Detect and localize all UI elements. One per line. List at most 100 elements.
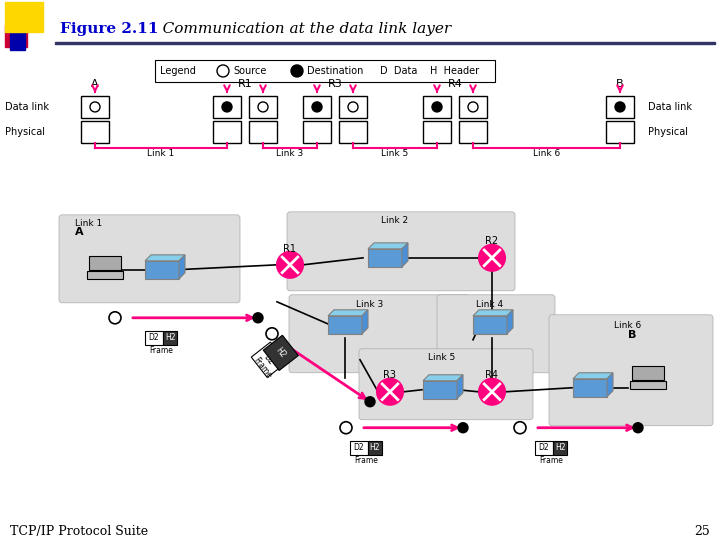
Bar xyxy=(350,441,368,455)
Text: Data link: Data link xyxy=(5,102,49,112)
Circle shape xyxy=(291,65,303,77)
Bar xyxy=(303,121,331,143)
Polygon shape xyxy=(573,379,607,397)
Text: H2: H2 xyxy=(274,346,287,360)
Text: D2: D2 xyxy=(354,443,364,452)
Polygon shape xyxy=(145,261,179,279)
Text: H2: H2 xyxy=(370,443,380,452)
Bar xyxy=(10,10,25,50)
FancyBboxPatch shape xyxy=(5,25,27,47)
Text: Frame: Frame xyxy=(252,355,274,380)
Text: R2: R2 xyxy=(485,236,498,246)
Text: Source: Source xyxy=(233,66,266,76)
Polygon shape xyxy=(328,316,362,334)
Text: H2: H2 xyxy=(554,443,565,452)
Polygon shape xyxy=(423,381,457,399)
FancyBboxPatch shape xyxy=(437,295,555,373)
Text: Link 6: Link 6 xyxy=(614,321,642,330)
Text: TCP/IP Protocol Suite: TCP/IP Protocol Suite xyxy=(10,525,148,538)
Polygon shape xyxy=(368,243,408,249)
Text: H  Header: H Header xyxy=(430,66,479,76)
Text: Legend: Legend xyxy=(160,66,196,76)
Text: Link 3: Link 3 xyxy=(276,149,304,158)
Text: Data link: Data link xyxy=(648,102,692,112)
Bar xyxy=(163,331,177,345)
Bar xyxy=(339,96,367,118)
Text: D2: D2 xyxy=(539,443,549,452)
Text: 25: 25 xyxy=(694,525,710,538)
Bar xyxy=(5,2,43,32)
Bar xyxy=(87,271,123,279)
Circle shape xyxy=(277,252,303,278)
Bar xyxy=(459,121,487,143)
Text: D2: D2 xyxy=(262,353,276,367)
Text: Figure 2.11: Figure 2.11 xyxy=(60,22,158,36)
Text: Frame: Frame xyxy=(354,456,378,465)
Bar xyxy=(213,121,241,143)
Circle shape xyxy=(365,397,375,407)
Text: H2: H2 xyxy=(165,333,175,342)
Text: D  Data: D Data xyxy=(380,66,418,76)
Bar xyxy=(145,331,163,345)
FancyBboxPatch shape xyxy=(549,315,713,426)
Circle shape xyxy=(432,102,442,112)
Bar xyxy=(632,366,664,380)
Text: Frame: Frame xyxy=(539,456,563,465)
Bar xyxy=(535,441,553,455)
Bar xyxy=(81,96,109,118)
Bar xyxy=(606,96,634,118)
Polygon shape xyxy=(573,373,613,379)
Polygon shape xyxy=(473,310,513,316)
Bar xyxy=(553,441,567,455)
Text: Frame: Frame xyxy=(149,346,173,355)
Bar xyxy=(55,42,715,44)
FancyBboxPatch shape xyxy=(359,349,533,420)
Bar xyxy=(459,96,487,118)
Polygon shape xyxy=(507,310,513,334)
Polygon shape xyxy=(402,243,408,267)
Text: Physical: Physical xyxy=(648,127,688,137)
Bar xyxy=(89,256,121,270)
Circle shape xyxy=(615,102,625,112)
Circle shape xyxy=(377,379,403,405)
Bar xyxy=(249,96,277,118)
FancyBboxPatch shape xyxy=(287,212,515,291)
Text: Communication at the data link layer: Communication at the data link layer xyxy=(148,22,451,36)
Text: R4: R4 xyxy=(448,79,462,89)
FancyBboxPatch shape xyxy=(59,215,240,303)
Text: R4: R4 xyxy=(485,370,498,380)
Text: R1: R1 xyxy=(238,79,253,89)
Text: R3: R3 xyxy=(384,370,397,380)
Text: Link 3: Link 3 xyxy=(356,300,384,309)
Text: Destination: Destination xyxy=(307,66,364,76)
Bar xyxy=(249,121,277,143)
Bar xyxy=(339,121,367,143)
Bar xyxy=(606,121,634,143)
Text: Link 5: Link 5 xyxy=(428,353,456,362)
Bar xyxy=(630,381,666,389)
Polygon shape xyxy=(328,310,368,316)
Bar xyxy=(368,441,382,455)
Text: B: B xyxy=(628,330,636,340)
Text: B: B xyxy=(616,79,624,89)
Polygon shape xyxy=(145,255,185,261)
Bar xyxy=(423,96,451,118)
Text: A: A xyxy=(75,227,84,237)
Polygon shape xyxy=(473,316,507,334)
Text: Physical: Physical xyxy=(5,127,45,137)
Bar xyxy=(81,121,109,143)
Text: Link 4: Link 4 xyxy=(477,300,503,309)
Bar xyxy=(213,96,241,118)
Circle shape xyxy=(633,423,643,433)
Circle shape xyxy=(458,423,468,433)
Bar xyxy=(155,60,495,82)
Bar xyxy=(303,96,331,118)
Circle shape xyxy=(253,313,263,323)
Bar xyxy=(423,121,451,143)
Text: D2: D2 xyxy=(149,333,159,342)
Circle shape xyxy=(222,102,232,112)
Circle shape xyxy=(479,379,505,405)
FancyBboxPatch shape xyxy=(289,295,470,373)
Polygon shape xyxy=(368,249,402,267)
Circle shape xyxy=(312,102,322,112)
